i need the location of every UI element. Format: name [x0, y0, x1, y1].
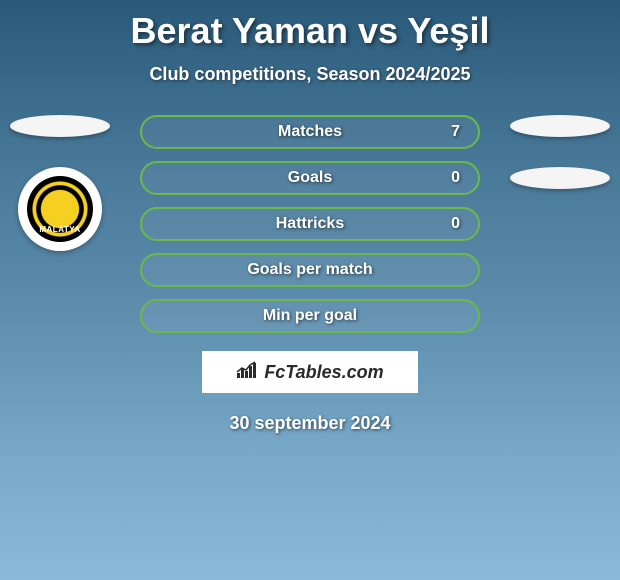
left-player-column: MALATYA	[10, 115, 110, 251]
right-player-column	[510, 115, 610, 219]
stat-label: Goals	[142, 169, 478, 187]
stat-row-goals-per-match: Goals per match	[140, 253, 480, 287]
stat-label: Hattricks	[142, 215, 478, 233]
date-label: 30 september 2024	[0, 413, 620, 434]
content-area: MALATYA Matches 7 Goals 0 Hattricks 0 Go…	[0, 115, 620, 434]
stat-row-goals: Goals 0	[140, 161, 480, 195]
stat-value: 0	[451, 215, 460, 233]
stat-label: Min per goal	[142, 307, 478, 325]
stat-label: Goals per match	[142, 261, 478, 279]
stat-row-matches: Matches 7	[140, 115, 480, 149]
malatya-badge-icon: MALATYA	[27, 176, 93, 242]
player2-club-placeholder	[510, 167, 610, 189]
player2-photo-placeholder	[510, 115, 610, 137]
logo-text: FcTables.com	[264, 362, 383, 383]
page-subtitle: Club competitions, Season 2024/2025	[0, 64, 620, 85]
player1-photo-placeholder	[10, 115, 110, 137]
stat-value: 0	[451, 169, 460, 187]
fctables-logo: FcTables.com	[202, 351, 418, 393]
badge-label: MALATYA	[39, 225, 80, 234]
stat-row-hattricks: Hattricks 0	[140, 207, 480, 241]
stat-value: 7	[451, 123, 460, 141]
stats-container: Matches 7 Goals 0 Hattricks 0 Goals per …	[140, 115, 480, 333]
stat-label: Matches	[142, 123, 478, 141]
stat-row-min-per-goal: Min per goal	[140, 299, 480, 333]
page-title: Berat Yaman vs Yeşil	[0, 0, 620, 52]
chart-icon	[236, 361, 258, 384]
player1-club-badge: MALATYA	[18, 167, 102, 251]
